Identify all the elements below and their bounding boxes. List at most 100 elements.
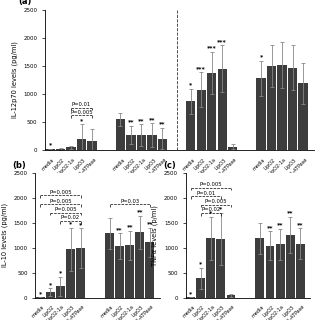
Text: LipO3: LipO3 <box>62 304 76 318</box>
Bar <box>158 139 167 150</box>
Text: LipO3: LipO3 <box>284 157 298 171</box>
Bar <box>67 147 76 150</box>
Text: LipO3: LipO3 <box>144 157 157 171</box>
Bar <box>286 235 295 298</box>
Bar <box>207 73 216 150</box>
Text: P=0.005: P=0.005 <box>200 182 222 187</box>
Bar <box>115 246 124 298</box>
Bar <box>146 242 154 298</box>
Text: LipO2-1a: LipO2-1a <box>46 304 66 320</box>
Text: **: ** <box>277 222 284 228</box>
Bar <box>196 90 206 150</box>
Bar <box>45 149 55 150</box>
Bar <box>266 246 275 298</box>
Text: **: ** <box>137 210 143 214</box>
Text: P=0.005: P=0.005 <box>49 198 72 204</box>
Bar <box>137 135 146 150</box>
Bar <box>227 295 236 298</box>
Text: LipO2-1a: LipO2-1a <box>128 157 147 176</box>
Bar <box>76 248 85 298</box>
Text: P=0.005: P=0.005 <box>54 207 77 212</box>
Text: *: * <box>219 206 223 212</box>
Bar <box>56 286 65 298</box>
Text: P=0.02: P=0.02 <box>61 215 80 220</box>
Bar <box>255 238 264 298</box>
Bar <box>217 239 225 298</box>
Text: LipO2-1a: LipO2-1a <box>268 157 287 176</box>
Text: **: ** <box>149 117 155 122</box>
Bar <box>277 65 287 150</box>
Text: media: media <box>181 304 196 318</box>
Text: ***: *** <box>196 66 206 71</box>
Bar <box>116 119 125 150</box>
Text: LipO2: LipO2 <box>42 304 55 318</box>
Y-axis label: TNFα levels (p/ml): TNFα levels (p/ml) <box>152 205 158 266</box>
Bar <box>196 278 205 298</box>
Bar <box>186 101 195 150</box>
Text: LipO2-1a: LipO2-1a <box>116 304 135 320</box>
Bar <box>206 238 215 298</box>
Text: *: * <box>48 142 52 148</box>
Text: LipO2: LipO2 <box>193 157 206 171</box>
Text: Media: Media <box>59 173 83 180</box>
Text: media: media <box>181 157 196 172</box>
Text: P=0.005: P=0.005 <box>70 110 93 115</box>
Text: ***: *** <box>207 45 217 51</box>
Text: P=0.005: P=0.005 <box>204 199 227 204</box>
Text: L.AAA-ATPase: L.AAA-ATPase <box>281 157 308 184</box>
Text: *: * <box>260 54 263 60</box>
Text: L.AAA-ATPase: L.AAA-ATPase <box>59 304 86 320</box>
Bar <box>218 69 227 150</box>
Text: media: media <box>41 157 55 172</box>
Bar <box>267 66 276 150</box>
Bar <box>126 135 136 150</box>
Text: **: ** <box>297 222 304 227</box>
Text: *: * <box>189 83 192 88</box>
Text: (c): (c) <box>163 161 176 170</box>
Text: IFN-γ/LPS: IFN-γ/LPS <box>263 173 301 180</box>
Text: *: * <box>39 291 42 296</box>
Text: media: media <box>251 304 265 318</box>
Text: LipO3: LipO3 <box>282 304 295 318</box>
Bar <box>105 233 114 298</box>
Text: LipO2: LipO2 <box>52 157 66 171</box>
Bar <box>147 135 156 150</box>
Text: **: ** <box>147 221 153 227</box>
Text: *: * <box>79 222 82 227</box>
Text: LPS: LPS <box>134 173 149 180</box>
Bar <box>46 292 55 298</box>
Text: media: media <box>100 304 115 318</box>
Text: LipO2-1a: LipO2-1a <box>266 304 285 320</box>
Text: LipO2-1a: LipO2-1a <box>197 304 216 320</box>
Text: L.AAA-ATPase: L.AAA-ATPase <box>209 304 236 320</box>
Text: LipO2: LipO2 <box>111 304 125 318</box>
Text: LipO2: LipO2 <box>263 157 277 171</box>
Y-axis label: IL-12p70 levels (pg/ml): IL-12p70 levels (pg/ml) <box>11 42 18 118</box>
Text: LipO2-1a: LipO2-1a <box>57 157 76 176</box>
Bar <box>296 244 305 298</box>
Text: P=0.005: P=0.005 <box>49 189 72 195</box>
Text: P=0.02: P=0.02 <box>201 207 220 212</box>
Text: L.AAA-ATPase: L.AAA-ATPase <box>128 304 155 320</box>
Text: P=0.01: P=0.01 <box>196 190 215 196</box>
Text: **: ** <box>116 227 123 232</box>
Text: *: * <box>69 221 72 227</box>
Text: LipO3: LipO3 <box>212 304 226 318</box>
Text: (b): (b) <box>13 161 27 170</box>
Text: **: ** <box>159 122 166 126</box>
Text: L.AAA-ATPase: L.AAA-ATPase <box>211 157 238 184</box>
Text: L.AAA-ATPase: L.AAA-ATPase <box>140 157 168 184</box>
Text: *: * <box>199 261 202 266</box>
Bar <box>125 245 134 298</box>
Bar <box>56 149 65 150</box>
Bar <box>66 249 75 298</box>
Text: *: * <box>189 291 192 296</box>
Text: LipO3: LipO3 <box>214 157 228 171</box>
Bar <box>276 244 284 298</box>
Y-axis label: IL-10 levels (pg/ml): IL-10 levels (pg/ml) <box>2 203 8 267</box>
Text: (a): (a) <box>18 0 31 6</box>
Text: LipO3: LipO3 <box>73 157 87 171</box>
Bar <box>77 139 86 150</box>
Bar <box>87 140 97 150</box>
Text: **: ** <box>126 224 133 229</box>
